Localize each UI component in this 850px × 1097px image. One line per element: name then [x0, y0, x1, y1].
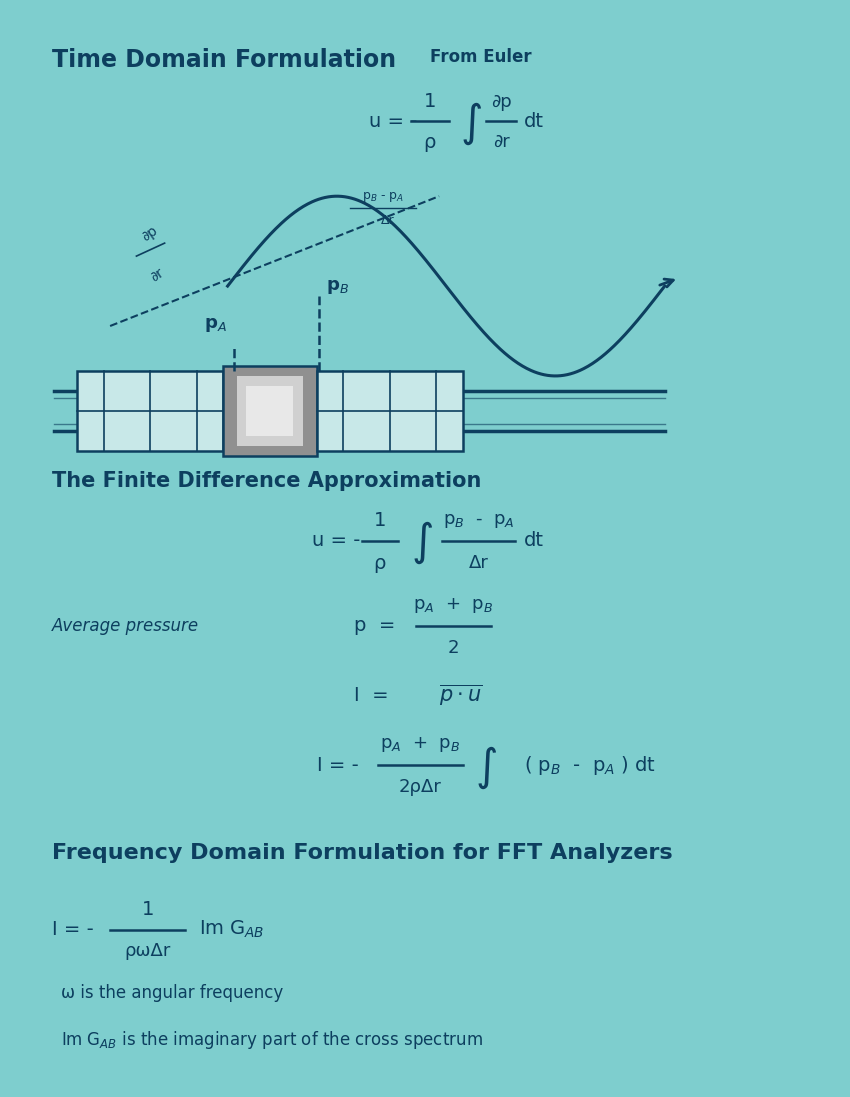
Bar [77, 371, 223, 451]
Text: Im G$_{AB}$: Im G$_{AB}$ [200, 919, 264, 940]
Text: dt: dt [524, 112, 544, 131]
Text: The Finite Difference Approximation: The Finite Difference Approximation [52, 471, 481, 490]
Text: 2ρΔr: 2ρΔr [399, 779, 442, 796]
Text: dt: dt [524, 531, 544, 551]
Text: p$_A$: p$_A$ [204, 316, 227, 333]
Text: I = -: I = - [52, 920, 94, 939]
Text: ρωΔr: ρωΔr [124, 942, 171, 961]
Bar [246, 386, 293, 436]
Text: ρ: ρ [374, 554, 386, 573]
Text: I = -: I = - [317, 756, 359, 774]
Text: ρ: ρ [423, 133, 436, 152]
Text: p$_B$  -  p$_A$: p$_B$ - p$_A$ [443, 511, 514, 530]
Text: 1: 1 [374, 511, 386, 530]
Text: Frequency Domain Formulation for FFT Analyzers: Frequency Domain Formulation for FFT Ana… [52, 842, 672, 863]
Text: 1: 1 [423, 92, 436, 111]
Text: p$_A$  +  p$_B$: p$_A$ + p$_B$ [413, 596, 493, 614]
Text: ∂p: ∂p [490, 93, 512, 111]
Text: u = -: u = - [312, 531, 360, 551]
Text: p  =: p = [354, 617, 396, 635]
Text: Δr: Δr [381, 214, 394, 227]
Text: I  =: I = [354, 686, 389, 705]
Text: Δr: Δr [468, 554, 489, 572]
Text: ( p$_B$  -  p$_A$ ) dt: ( p$_B$ - p$_A$ ) dt [524, 754, 656, 777]
Bar [237, 376, 303, 445]
Text: 1: 1 [141, 900, 154, 918]
Text: ω is the angular frequency: ω is the angular frequency [61, 984, 283, 1003]
Text: p$_A$  +  p$_B$: p$_A$ + p$_B$ [380, 735, 461, 755]
Text: From Euler: From Euler [430, 48, 531, 67]
Text: 2: 2 [447, 638, 459, 656]
Bar [223, 366, 317, 456]
Text: ∂r: ∂r [148, 267, 167, 285]
Text: Average pressure: Average pressure [52, 617, 199, 634]
Bar [317, 371, 462, 451]
Text: $\int$: $\int$ [460, 100, 482, 147]
Text: ∂r: ∂r [493, 133, 509, 151]
Text: p$_B$ - p$_A$: p$_B$ - p$_A$ [361, 190, 404, 204]
Text: u = -: u = - [369, 112, 417, 131]
Text: Time Domain Formulation: Time Domain Formulation [52, 48, 396, 72]
Text: Im G$_{AB}$ is the imaginary part of the cross spectrum: Im G$_{AB}$ is the imaginary part of the… [61, 1029, 483, 1051]
Text: ∂p: ∂p [139, 224, 160, 245]
Text: p$_B$: p$_B$ [326, 278, 349, 296]
Text: $\int$: $\int$ [475, 744, 497, 791]
Text: $\int$: $\int$ [411, 520, 433, 566]
Text: $\overline{p \cdot u}$: $\overline{p \cdot u}$ [439, 682, 483, 709]
